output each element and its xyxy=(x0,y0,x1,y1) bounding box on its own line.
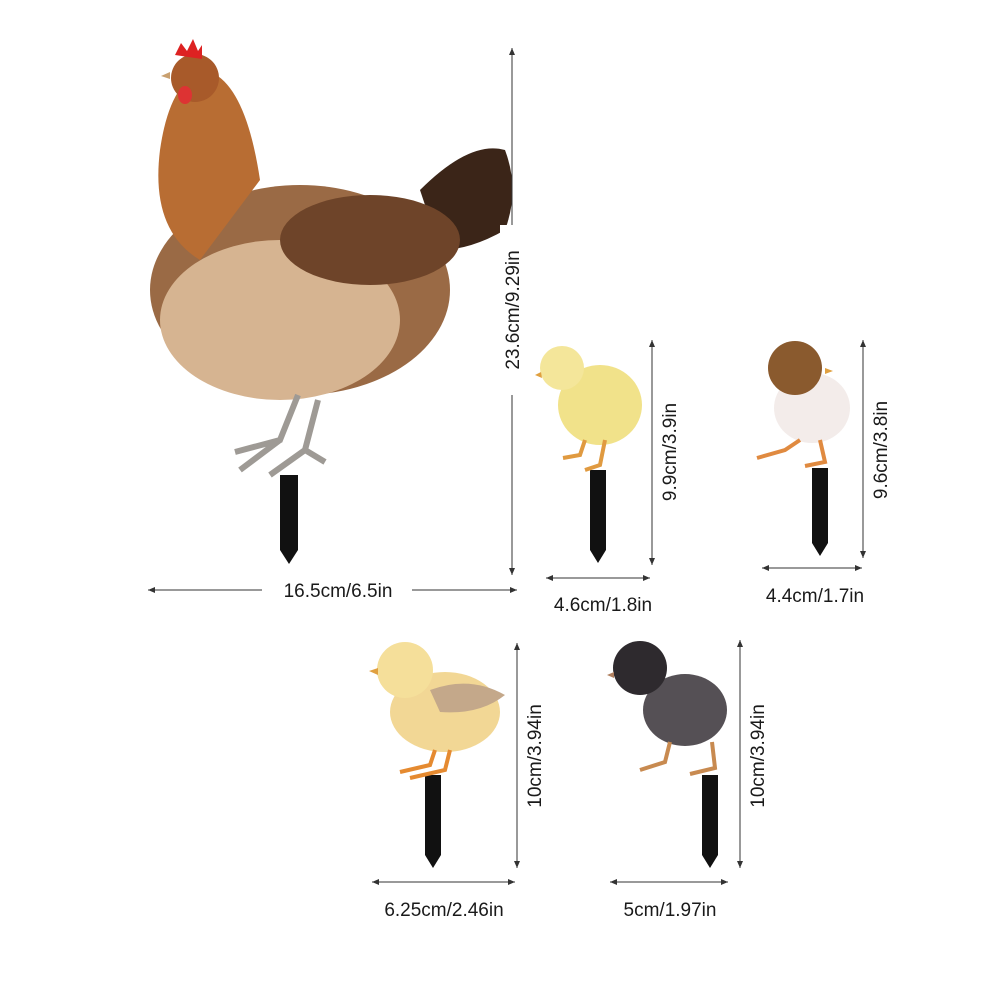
light-yellow-chick-stake-image xyxy=(369,642,505,868)
hen-width-label: 16.5cm/6.5in xyxy=(284,581,393,602)
black-chick-height-label: 10cm/3.94in xyxy=(748,704,769,808)
hen-neck xyxy=(158,70,260,260)
light-chick-height-label: 10cm/3.94in xyxy=(525,704,546,808)
hen-stake-image xyxy=(150,39,513,564)
yellow-chick-height-label: 9.9cm/3.9in xyxy=(660,403,681,501)
black-chick-stake-image xyxy=(607,641,727,868)
yellow-chick-stake-image xyxy=(535,346,642,563)
hen-legs xyxy=(234,393,327,478)
brown-white-chick-stake-image xyxy=(756,341,850,556)
stake xyxy=(425,775,441,868)
brown-chick-width-label: 4.4cm/1.7in xyxy=(766,586,864,607)
brown-chick-height-label: 9.6cm/3.8in xyxy=(871,401,892,499)
stake xyxy=(280,475,298,564)
black-chick-width-label: 5cm/1.97in xyxy=(624,900,717,921)
stake xyxy=(590,470,606,563)
hen-height-label: 23.6cm/9.29in xyxy=(503,250,524,369)
stake xyxy=(702,775,718,868)
light-chick-width-label: 6.25cm/2.46in xyxy=(384,900,503,921)
hen-comb xyxy=(175,39,202,59)
yellow-chick-width-label: 4.6cm/1.8in xyxy=(554,595,652,616)
stake xyxy=(812,468,828,556)
